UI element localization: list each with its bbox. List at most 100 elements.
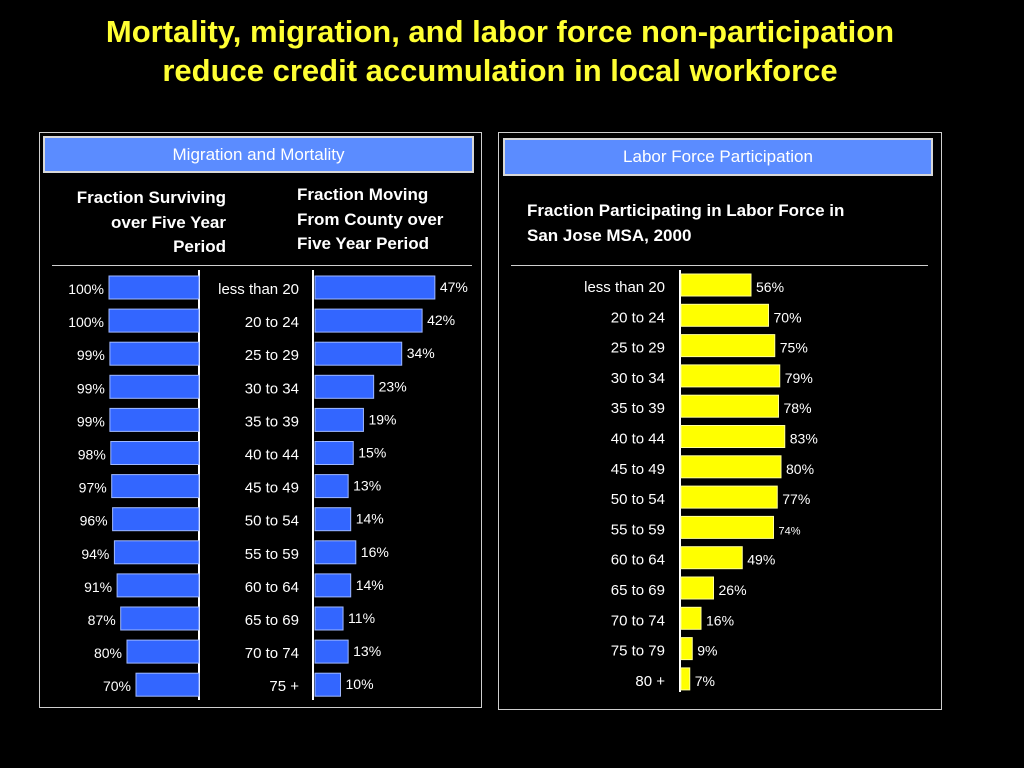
participating-category-label: 80 + — [635, 673, 665, 690]
participating-data-label: 79% — [785, 370, 813, 386]
moving-data-label: 14% — [356, 511, 384, 527]
age-category-label: less than 20 — [218, 281, 299, 298]
surviving-data-label: 94% — [81, 546, 109, 562]
migration-mortality-panel — [39, 132, 482, 708]
participating-data-label: 70% — [774, 309, 802, 325]
participating-data-label: 74% — [779, 525, 801, 537]
participating-category-label: less than 20 — [584, 279, 665, 296]
moving-bar — [314, 275, 436, 300]
age-category-label: 40 to 44 — [245, 447, 299, 464]
moving-bar — [314, 639, 349, 664]
surviving-bar — [110, 441, 200, 465]
surviving-data-label: 97% — [79, 480, 107, 496]
moving-bar — [314, 606, 344, 631]
participating-category-label: 30 to 34 — [611, 370, 665, 387]
participating-bar — [680, 606, 702, 630]
moving-bar — [314, 540, 357, 565]
participating-category-label: 35 to 39 — [611, 400, 665, 417]
right-divider — [511, 265, 928, 266]
moving-chart-title: Fraction Moving From County over Five Ye… — [297, 183, 479, 257]
page-title-line-2: reduce credit accumulation in local work… — [162, 53, 838, 88]
participating-data-label: 77% — [782, 491, 810, 507]
surviving-bar — [112, 507, 200, 532]
surviving-title-line: Period — [173, 237, 226, 256]
age-category-label: 25 to 29 — [245, 347, 299, 364]
participating-chart-title: Fraction Participating in Labor Force in… — [527, 199, 927, 248]
moving-title-line: Five Year Period — [297, 234, 429, 253]
moving-data-label: 23% — [379, 378, 407, 394]
participating-category-label: 65 to 69 — [611, 582, 665, 599]
surviving-data-label: 87% — [88, 612, 116, 628]
age-category-label: 50 to 54 — [245, 513, 299, 530]
moving-bar — [314, 474, 349, 499]
moving-data-label: 34% — [407, 345, 435, 361]
moving-bar — [314, 507, 352, 532]
surviving-data-label: 96% — [80, 513, 108, 529]
participating-category-label: 60 to 64 — [611, 552, 665, 569]
surviving-data-label: 99% — [77, 380, 105, 396]
age-category-label: 55 to 59 — [245, 546, 299, 563]
participating-data-label: 75% — [780, 340, 808, 356]
moving-bar — [314, 341, 403, 366]
age-category-label: 70 to 74 — [245, 645, 299, 662]
participating-bar — [680, 273, 752, 297]
moving-data-label: 16% — [361, 544, 389, 560]
participating-title-line: San Jose MSA, 2000 — [527, 225, 692, 245]
moving-data-label: 10% — [346, 676, 374, 692]
participating-bar — [680, 455, 782, 479]
participating-category-label: 75 to 79 — [611, 643, 665, 660]
age-category-label: 35 to 39 — [245, 413, 299, 430]
participating-category-label: 55 to 59 — [611, 521, 665, 538]
participating-bar — [680, 637, 693, 661]
moving-data-label: 13% — [353, 478, 381, 494]
participating-data-label: 56% — [756, 279, 784, 295]
surviving-bar — [109, 374, 200, 399]
surviving-chart-title: Fraction Surviving over Five Year Period — [40, 186, 226, 260]
surviving-title-line: Fraction Surviving — [76, 188, 226, 207]
surviving-data-label: 100% — [68, 281, 104, 297]
participating-bar — [680, 546, 743, 570]
moving-bar — [314, 573, 352, 598]
moving-data-label: 47% — [440, 279, 468, 295]
moving-bar — [314, 672, 341, 697]
participating-bar — [680, 667, 691, 691]
participating-data-label: 80% — [786, 461, 814, 477]
surviving-bar — [108, 308, 200, 333]
participating-category-label: 20 to 24 — [611, 309, 665, 326]
participating-bar — [680, 394, 779, 418]
participating-data-label: 78% — [784, 400, 812, 416]
participating-bar — [680, 485, 778, 509]
moving-bar — [314, 374, 375, 399]
surviving-data-label: 80% — [94, 645, 122, 661]
participating-category-label: 40 to 44 — [611, 431, 665, 448]
participating-data-label: 16% — [706, 612, 734, 628]
moving-bar — [314, 308, 423, 333]
participating-data-label: 49% — [747, 552, 775, 568]
participating-category-label: 70 to 74 — [611, 612, 665, 629]
participating-data-label: 83% — [790, 431, 818, 447]
moving-bar — [314, 407, 364, 432]
surviving-bar — [109, 407, 200, 432]
surviving-data-label: 70% — [103, 678, 131, 694]
moving-data-label: 42% — [427, 312, 455, 328]
age-category-label: 20 to 24 — [245, 314, 299, 331]
moving-data-label: 14% — [356, 577, 384, 593]
participating-bar — [680, 334, 776, 358]
surviving-bar — [120, 606, 200, 631]
surviving-bar — [126, 639, 200, 664]
age-category-label: 65 to 69 — [245, 612, 299, 629]
surviving-bar — [108, 275, 200, 300]
surviving-bar — [113, 540, 200, 565]
age-category-label: 45 to 49 — [245, 480, 299, 497]
page-title-line-1: Mortality, migration, and labor force no… — [105, 14, 895, 49]
age-category-label: 60 to 64 — [245, 579, 299, 596]
participating-bar — [680, 303, 769, 327]
surviving-data-label: 98% — [78, 447, 106, 463]
participating-data-label: 7% — [695, 673, 715, 689]
surviving-data-label: 100% — [68, 314, 104, 330]
moving-bar — [314, 441, 354, 465]
moving-data-label: 19% — [368, 411, 396, 427]
labor-force-header: Labor Force Participation — [503, 138, 933, 176]
surviving-data-label: 99% — [77, 413, 105, 429]
